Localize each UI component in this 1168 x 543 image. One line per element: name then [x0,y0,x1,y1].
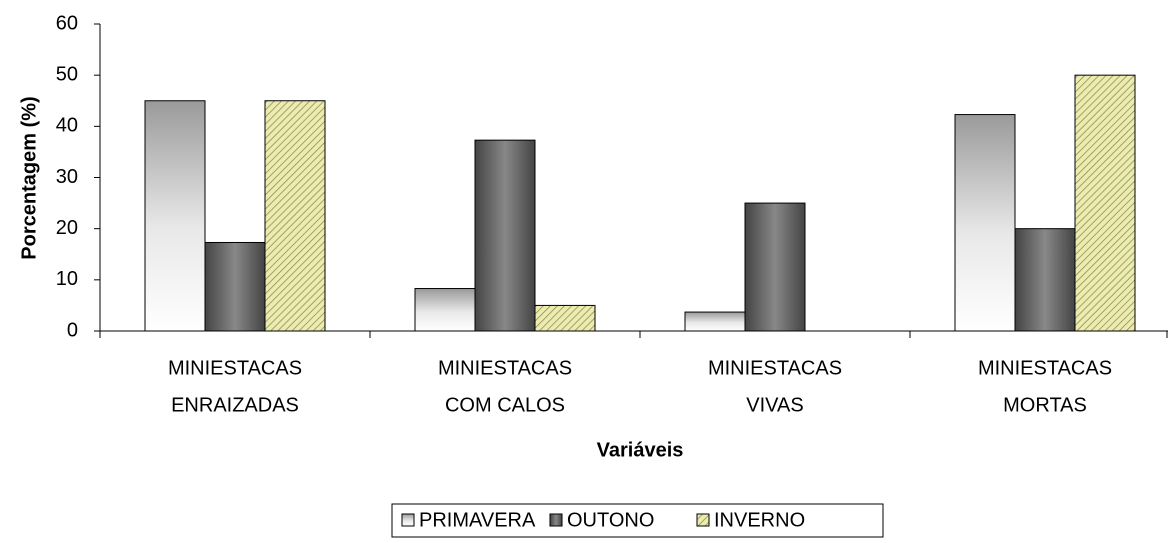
x-tick-label: MINIESTACAS [438,357,572,379]
legend-swatch [549,513,563,527]
x-tick-label: MINIESTACAS [708,357,842,379]
bar [144,100,206,332]
legend-label: PRIMAVERA [419,509,536,531]
x-tick-label: COM CALOS [445,394,565,416]
bar [204,241,266,332]
y-tick-label: 20 [56,217,78,239]
x-tick-label: VIVAS [746,394,803,416]
bar [1014,228,1076,332]
legend-label: OUTONO [567,509,654,531]
y-tick-label: 40 [56,115,78,137]
bar [1074,74,1136,332]
bar [414,288,476,332]
bar [684,311,746,332]
bar [744,202,806,332]
legend-swatch [401,513,415,527]
bar [534,304,596,332]
x-tick-label: MINIESTACAS [978,357,1112,379]
legend-swatch [696,513,710,527]
y-tick-label: 0 [67,319,78,341]
legend-box [391,503,884,538]
legend-label: INVERNO [714,509,805,531]
y-tick-label: 60 [56,12,78,34]
bar [954,114,1016,332]
y-tick-label: 10 [56,268,78,290]
x-axis-label: Variáveis [597,439,684,461]
y-axis-label: Porcentagem (%) [18,96,40,259]
bar [264,100,326,332]
y-tick-label: 30 [56,166,78,188]
y-tick-label: 50 [56,63,78,85]
bar [474,139,536,332]
x-tick-label: ENRAIZADAS [171,394,299,416]
x-tick-label: MORTAS [1003,394,1087,416]
x-tick-label: MINIESTACAS [168,357,302,379]
